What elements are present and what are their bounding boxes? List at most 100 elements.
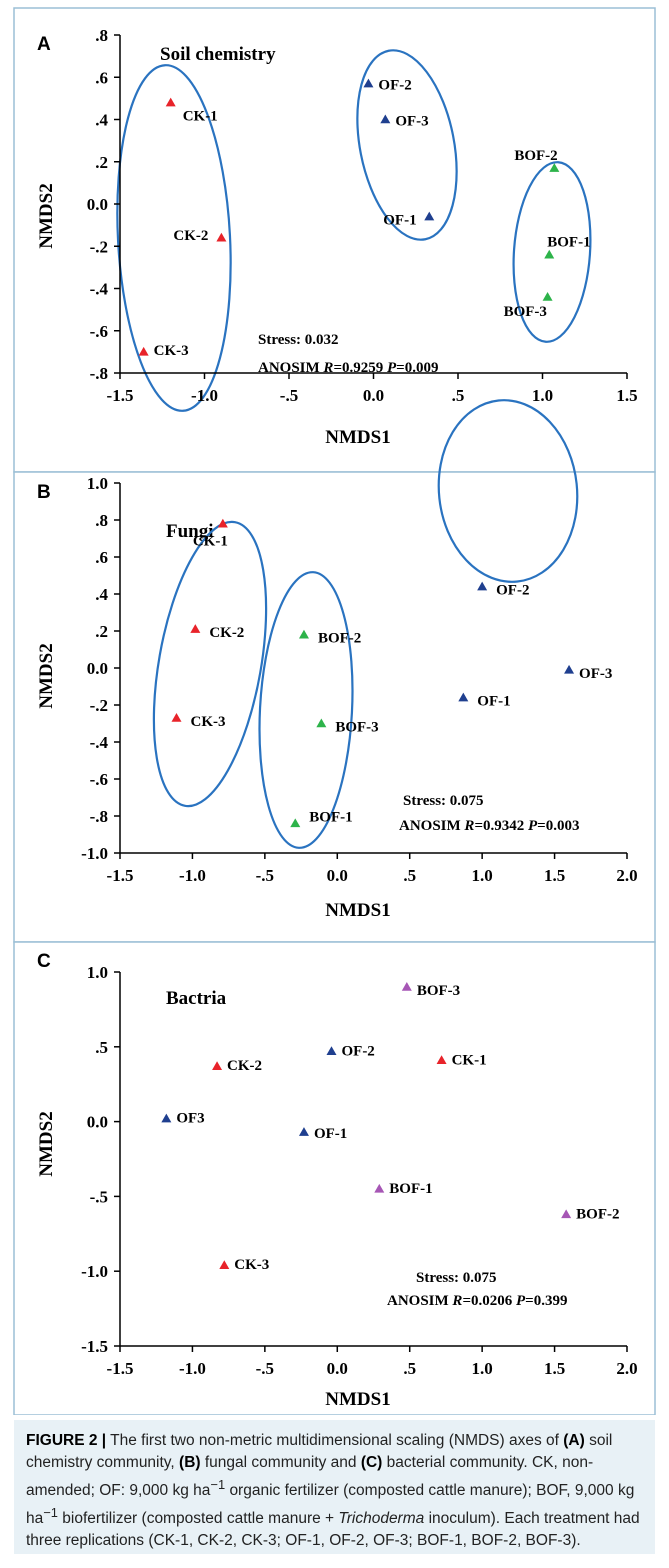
- data-point-bof-1: [544, 249, 555, 259]
- panel-b-label: B: [37, 482, 51, 503]
- caption-tail: inoculum). Each treatment had three repl…: [26, 1510, 640, 1550]
- y-tick-label: .6: [95, 548, 108, 567]
- y-tick-label: -.8: [90, 807, 108, 826]
- panel-c-xlabel: NMDS1: [325, 1389, 390, 1410]
- data-point-of-3: [564, 664, 575, 674]
- x-tick-label: -1.5: [107, 386, 134, 405]
- point-label-ck-3: CK-3: [190, 714, 225, 730]
- panel-b-ellipse-bof: [258, 571, 354, 849]
- panel-b-ellipse-ck: [152, 520, 268, 808]
- panel-c-stress: Stress: 0.075: [416, 1270, 497, 1286]
- y-tick-label: .8: [95, 511, 108, 530]
- data-point-of-1: [458, 692, 469, 702]
- x-tick-label: 0.0: [327, 1359, 348, 1378]
- x-tick-label: 2.0: [616, 1359, 637, 1378]
- panel-c-plot: -1.5 -1.0 -.5 0.0 .5 1.0 1.5 2.0 1.0 .5 0.0 -.5 -1.0…: [81, 963, 638, 1378]
- data-point-ck-1: [436, 1055, 447, 1065]
- y-tick-label: .8: [95, 26, 108, 45]
- point-label-of-2: OF-2: [341, 1043, 374, 1059]
- point-label-of-1: OF-1: [477, 694, 510, 710]
- point-label-of-1: OF-1: [383, 213, 416, 229]
- y-tick-label: 1.0: [87, 474, 108, 493]
- data-point-of-2: [363, 78, 374, 88]
- y-tick-label: -.4: [90, 280, 109, 299]
- point-label-ck-3: CK-3: [234, 1257, 269, 1273]
- panel-a-xlabel: NMDS1: [325, 427, 390, 448]
- point-label-of-2: OF-2: [378, 78, 411, 94]
- data-point-of-2: [477, 581, 488, 591]
- panel-b-ylabel: NMDS2: [36, 643, 57, 708]
- x-tick-label: -1.5: [107, 1359, 134, 1378]
- y-tick-label: .2: [95, 622, 108, 641]
- y-tick-label: -.2: [90, 696, 108, 715]
- caption-tag-b: (B): [179, 1454, 201, 1471]
- x-tick-label: -1.0: [179, 866, 206, 885]
- point-label-bof-2: BOF-2: [514, 148, 557, 164]
- data-point-ck-2: [212, 1061, 223, 1070]
- data-point-bof-2: [298, 629, 309, 639]
- point-label-ck-1: CK-1: [193, 534, 228, 550]
- panel-a-plot: -1.5 -1.0 -.5 0.0 .5 1.0 1.5 .8 .6 .4 .2 0.0 -.2 -.4 -…: [87, 26, 638, 405]
- panel-b-ellipse-of: [437, 399, 579, 583]
- point-label-bof-3: BOF-3: [335, 720, 378, 736]
- point-label-ck-2: CK-2: [173, 228, 208, 244]
- caption-text-b: fungal community and: [204, 1454, 357, 1471]
- y-tick-label: -.6: [90, 322, 108, 341]
- x-tick-label: -.5: [256, 1359, 274, 1378]
- panel-b-frame: [13, 471, 656, 943]
- panel-b-title: Fungi: [166, 521, 214, 542]
- panel-a-title: Soil chemistry: [160, 44, 276, 65]
- panel-c-title: Bactria: [166, 988, 227, 1009]
- y-tick-label: 0.0: [87, 195, 108, 214]
- panel-c-ylabel: NMDS2: [36, 1111, 57, 1176]
- caption-text-c: bacterial community. CK, non-amended; OF…: [26, 1454, 594, 1500]
- caption-of-text: organic fertilizer (composted cattle man…: [26, 1482, 635, 1528]
- y-tick-label: -.6: [90, 770, 108, 789]
- y-tick-label: -.8: [90, 364, 108, 383]
- panel-b-xlabel: NMDS1: [325, 900, 390, 921]
- point-label-bof-1: BOF-1: [309, 809, 352, 825]
- x-tick-label: -1.5: [107, 866, 134, 885]
- caption-figure-label: FIGURE 2 |: [26, 1432, 107, 1449]
- panel-a-stress: Stress: 0.032: [258, 332, 339, 348]
- caption-unit-exponent: −1: [210, 1477, 226, 1492]
- point-label-bof-2: BOF-2: [318, 631, 361, 647]
- x-tick-label: -1.0: [179, 1359, 206, 1378]
- nmds-figure: A Soil chemistry Stress: 0.032 ANOSIM R=…: [13, 7, 656, 1415]
- x-tick-label: .5: [403, 866, 416, 885]
- data-point-of3: [161, 1113, 172, 1123]
- panel-a-label: A: [37, 34, 51, 55]
- panel-a-chart: A Soil chemistry Stress: 0.032 ANOSIM R=…: [13, 7, 656, 473]
- figure-caption: FIGURE 2 | The first two non-metric mult…: [14, 1420, 655, 1554]
- point-label-ck-1: CK-1: [452, 1052, 487, 1068]
- panel-a-ellipse-of: [356, 49, 458, 241]
- point-label-ck-2: CK-2: [209, 625, 244, 641]
- data-point-of-1: [298, 1127, 309, 1136]
- x-tick-label: 0.0: [327, 866, 348, 885]
- y-tick-label: 0.0: [87, 659, 108, 678]
- x-tick-label: -.5: [280, 386, 298, 405]
- data-point-of-3: [380, 114, 391, 124]
- x-tick-label: 0.0: [363, 386, 384, 405]
- point-label-of-3: OF-3: [395, 114, 428, 130]
- point-label-of-3: OF-3: [579, 666, 612, 682]
- x-tick-label: 2.0: [616, 866, 637, 885]
- y-tick-label: .4: [95, 111, 108, 130]
- panel-b-anosim: ANOSIM R=0.9342 P=0.003: [399, 818, 579, 834]
- y-tick-label: -1.5: [81, 1337, 108, 1356]
- point-label-of-1: OF-1: [314, 1126, 347, 1142]
- point-label-ck-2: CK-2: [227, 1058, 262, 1074]
- data-point-bof-2: [549, 163, 560, 172]
- panel-c-chart: C Bactria Stress: 0.075 ANOSIM R=0.0206 …: [13, 941, 656, 1415]
- point-label-bof-3: BOF-3: [417, 983, 460, 999]
- y-tick-label: 1.0: [87, 963, 108, 982]
- caption-text-a: soil chemistry community,: [26, 1432, 613, 1471]
- x-tick-label: 1.5: [544, 1359, 565, 1378]
- x-tick-label: 1.0: [472, 1359, 493, 1378]
- x-tick-label: 1.0: [472, 866, 493, 885]
- caption-tag-a: (A): [563, 1432, 585, 1449]
- y-tick-label: -.5: [90, 1187, 108, 1206]
- panel-b-stress: Stress: 0.075: [403, 793, 484, 809]
- data-point-of-1: [424, 211, 435, 221]
- y-tick-label: .4: [95, 585, 108, 604]
